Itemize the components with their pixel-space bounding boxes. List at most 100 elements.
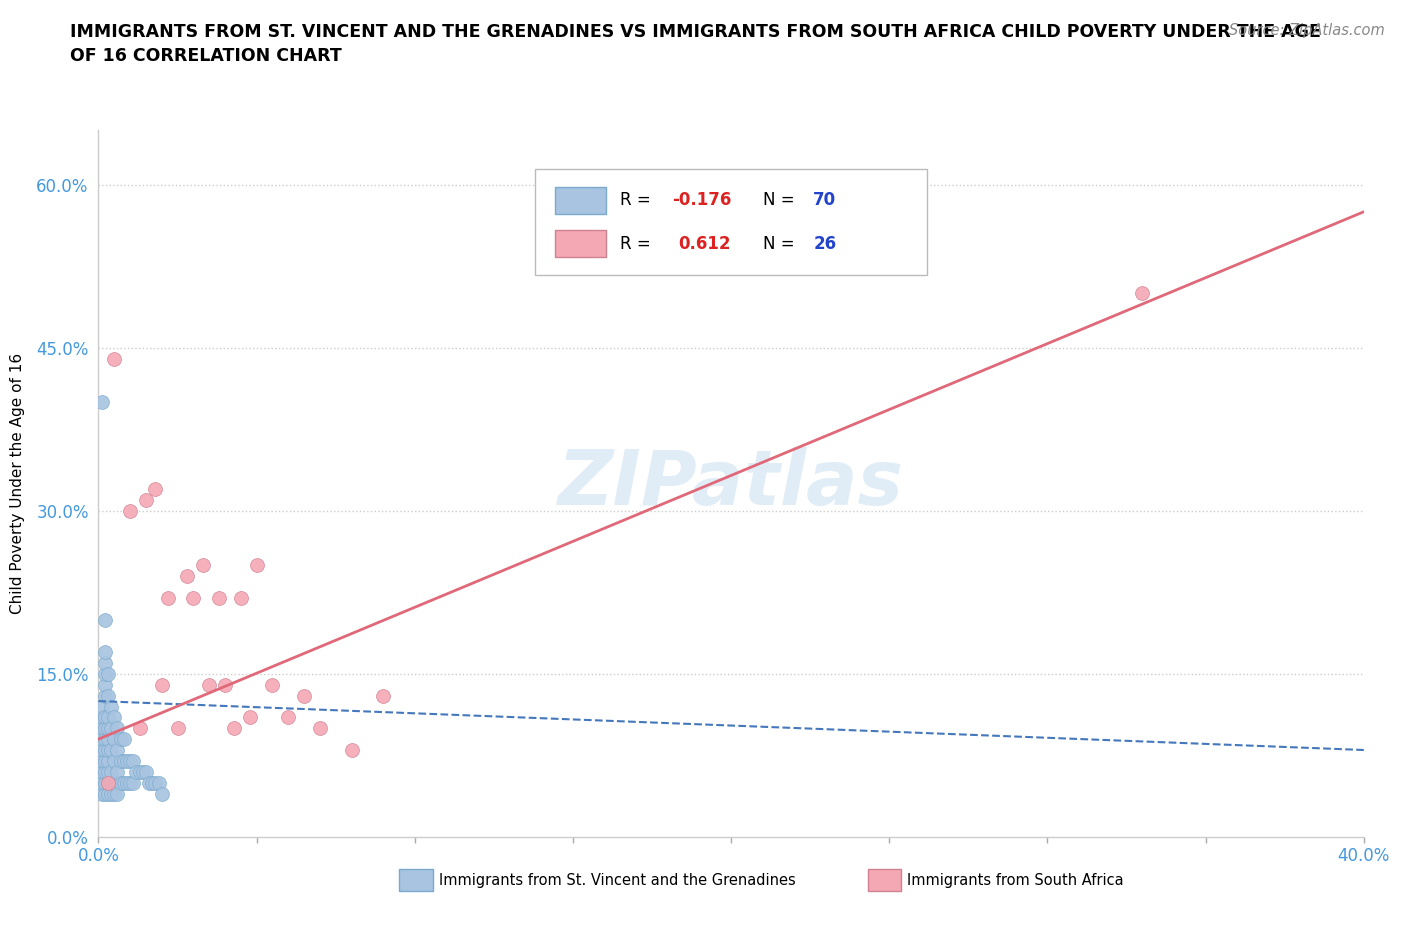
Point bbox=[107, 721, 129, 736]
Text: -0.176: -0.176 bbox=[672, 192, 731, 209]
Point bbox=[97, 732, 120, 747]
Text: IMMIGRANTS FROM ST. VINCENT AND THE GRENADINES VS IMMIGRANTS FROM SOUTH AFRICA C: IMMIGRANTS FROM ST. VINCENT AND THE GREN… bbox=[70, 23, 1322, 65]
Text: Immigrants from South Africa: Immigrants from South Africa bbox=[907, 873, 1123, 888]
Point bbox=[100, 764, 122, 779]
Point bbox=[103, 753, 125, 768]
Point bbox=[100, 776, 122, 790]
Text: N =: N = bbox=[762, 235, 800, 253]
Point bbox=[97, 776, 120, 790]
Point bbox=[191, 558, 214, 573]
Point bbox=[97, 776, 120, 790]
Point bbox=[97, 742, 120, 757]
Point bbox=[97, 667, 120, 682]
Point bbox=[100, 699, 122, 714]
Point bbox=[120, 776, 141, 790]
Point bbox=[132, 764, 155, 779]
Y-axis label: Child Poverty Under the Age of 16: Child Poverty Under the Age of 16 bbox=[10, 353, 25, 614]
Point bbox=[93, 764, 117, 779]
Point bbox=[97, 688, 120, 703]
Point bbox=[107, 742, 129, 757]
Point bbox=[90, 742, 112, 757]
Point bbox=[93, 721, 117, 736]
Text: R =: R = bbox=[620, 192, 655, 209]
Point bbox=[150, 677, 173, 692]
Point bbox=[97, 753, 120, 768]
Point bbox=[176, 568, 198, 583]
Text: ZIPatlas: ZIPatlas bbox=[558, 446, 904, 521]
Text: R =: R = bbox=[620, 235, 661, 253]
Point bbox=[93, 742, 117, 757]
Point bbox=[90, 776, 112, 790]
Point bbox=[115, 776, 138, 790]
Point bbox=[150, 786, 173, 801]
Point bbox=[120, 753, 141, 768]
Point bbox=[93, 710, 117, 724]
Point bbox=[141, 776, 163, 790]
Point bbox=[112, 753, 135, 768]
Point bbox=[103, 732, 125, 747]
Point bbox=[198, 677, 221, 692]
Point bbox=[208, 591, 231, 605]
Point bbox=[145, 482, 166, 497]
Point bbox=[93, 667, 117, 682]
Point bbox=[90, 753, 112, 768]
Point bbox=[93, 688, 117, 703]
Point bbox=[135, 493, 157, 508]
Point bbox=[125, 764, 148, 779]
Point bbox=[110, 776, 132, 790]
Point bbox=[110, 732, 132, 747]
Point bbox=[103, 710, 125, 724]
Point bbox=[93, 612, 117, 627]
Point bbox=[128, 764, 150, 779]
FancyBboxPatch shape bbox=[555, 187, 606, 214]
Point bbox=[214, 677, 236, 692]
Point bbox=[128, 721, 150, 736]
Point bbox=[120, 503, 141, 518]
Point bbox=[371, 688, 394, 703]
Point bbox=[103, 776, 125, 790]
Point bbox=[93, 677, 117, 692]
Point bbox=[246, 558, 269, 573]
Point bbox=[112, 776, 135, 790]
Text: 70: 70 bbox=[813, 192, 837, 209]
Point bbox=[93, 776, 117, 790]
Point bbox=[110, 753, 132, 768]
Point bbox=[90, 710, 112, 724]
Point bbox=[90, 764, 112, 779]
Point bbox=[115, 753, 138, 768]
Point bbox=[93, 786, 117, 801]
Point bbox=[103, 786, 125, 801]
Point bbox=[1130, 286, 1153, 300]
Point bbox=[148, 776, 170, 790]
Point bbox=[107, 786, 129, 801]
Point bbox=[138, 776, 160, 790]
Point bbox=[229, 591, 252, 605]
Point bbox=[122, 753, 145, 768]
Point bbox=[103, 352, 125, 366]
Point bbox=[262, 677, 284, 692]
FancyBboxPatch shape bbox=[555, 231, 606, 258]
Point bbox=[93, 656, 117, 671]
Point bbox=[100, 786, 122, 801]
Point bbox=[93, 732, 117, 747]
Point bbox=[166, 721, 188, 736]
Text: 26: 26 bbox=[813, 235, 837, 253]
Point bbox=[100, 721, 122, 736]
Point bbox=[309, 721, 332, 736]
Point bbox=[277, 710, 299, 724]
Point bbox=[157, 591, 180, 605]
Point bbox=[340, 742, 363, 757]
Point bbox=[239, 710, 262, 724]
Point bbox=[224, 721, 246, 736]
Point bbox=[90, 786, 112, 801]
Point bbox=[97, 721, 120, 736]
Point bbox=[112, 732, 135, 747]
Point bbox=[183, 591, 205, 605]
Text: 0.612: 0.612 bbox=[678, 235, 731, 253]
Point bbox=[135, 764, 157, 779]
Text: Source: ZipAtlas.com: Source: ZipAtlas.com bbox=[1229, 23, 1385, 38]
Point bbox=[97, 764, 120, 779]
Point bbox=[145, 776, 166, 790]
Point bbox=[93, 644, 117, 659]
Text: N =: N = bbox=[762, 192, 800, 209]
